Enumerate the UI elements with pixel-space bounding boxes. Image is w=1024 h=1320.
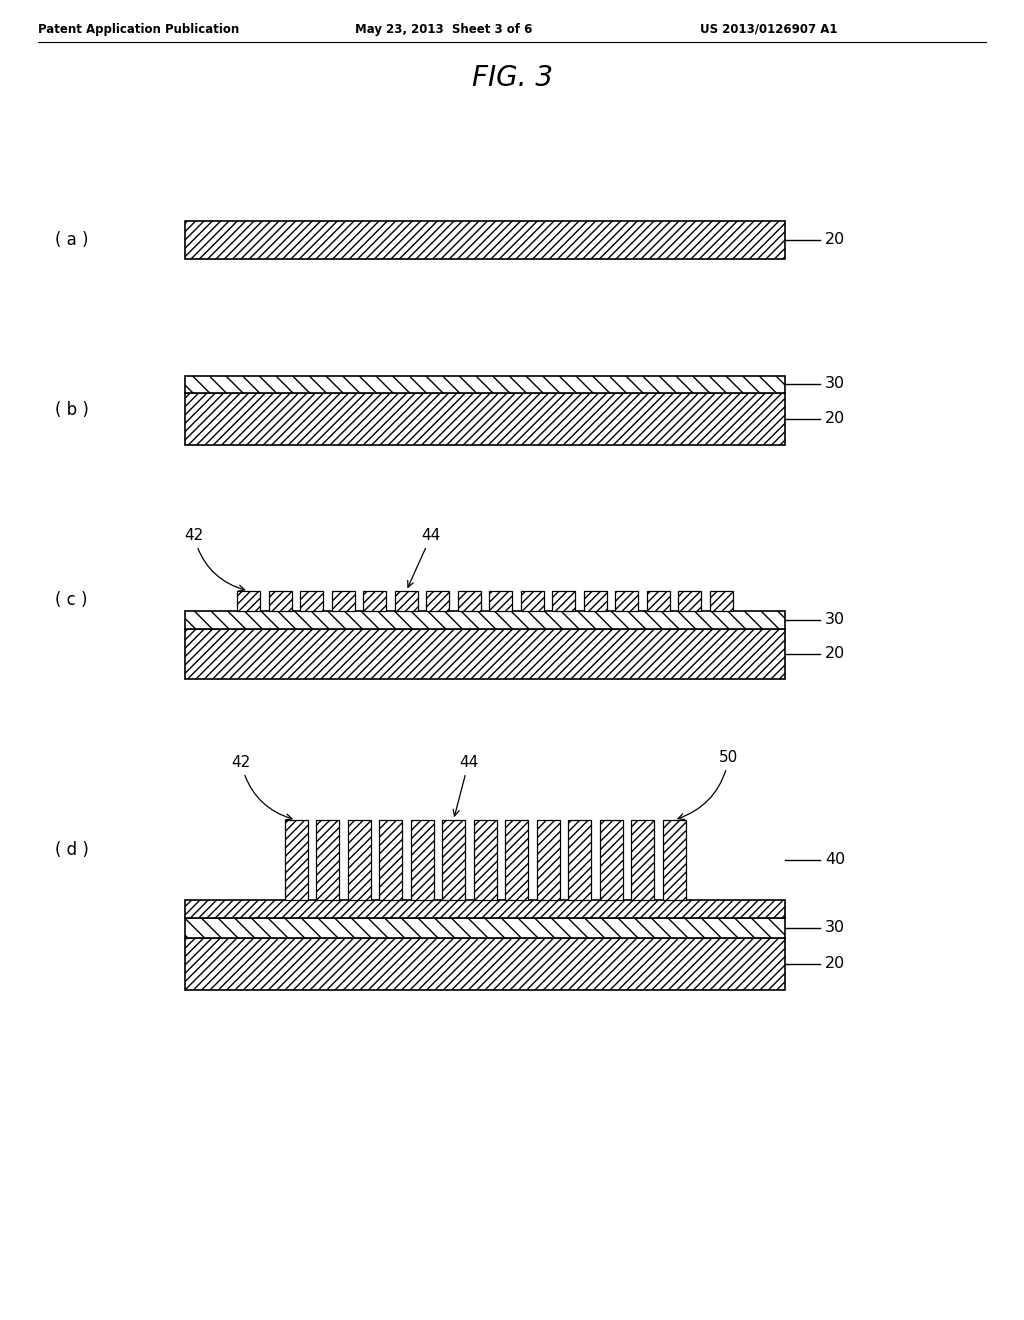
Text: 40: 40 xyxy=(825,853,845,867)
Text: 44: 44 xyxy=(408,528,441,587)
Bar xyxy=(584,591,607,611)
Text: ( d ): ( d ) xyxy=(55,841,89,859)
Bar xyxy=(568,820,591,900)
Text: 44: 44 xyxy=(454,755,478,816)
Text: 30: 30 xyxy=(825,612,845,627)
Bar xyxy=(537,820,559,900)
Text: US 2013/0126907 A1: US 2013/0126907 A1 xyxy=(700,22,838,36)
Bar xyxy=(394,591,418,611)
Bar xyxy=(185,392,785,445)
Bar xyxy=(552,591,575,611)
Text: 42: 42 xyxy=(184,528,245,591)
Text: 20: 20 xyxy=(825,232,845,248)
Bar xyxy=(185,900,785,917)
Bar xyxy=(185,939,785,990)
Bar xyxy=(663,820,685,900)
Text: 30: 30 xyxy=(825,376,845,392)
Bar xyxy=(521,591,544,611)
Bar xyxy=(678,591,701,611)
Bar xyxy=(458,591,480,611)
Bar xyxy=(285,820,307,900)
Text: 20: 20 xyxy=(825,957,845,972)
Bar xyxy=(185,611,785,630)
Bar xyxy=(185,220,785,259)
Bar xyxy=(710,591,733,611)
Bar xyxy=(599,820,623,900)
Bar xyxy=(347,820,371,900)
Text: 50: 50 xyxy=(678,750,738,820)
Bar xyxy=(411,820,433,900)
Text: 20: 20 xyxy=(825,647,845,661)
Bar xyxy=(647,591,670,611)
Text: 30: 30 xyxy=(825,920,845,936)
Bar xyxy=(505,820,528,900)
Bar xyxy=(489,591,512,611)
Text: FIG. 3: FIG. 3 xyxy=(471,63,553,92)
Text: May 23, 2013  Sheet 3 of 6: May 23, 2013 Sheet 3 of 6 xyxy=(355,22,532,36)
Bar xyxy=(473,820,497,900)
Text: ( b ): ( b ) xyxy=(55,401,89,418)
Bar xyxy=(364,591,386,611)
Bar xyxy=(631,820,654,900)
Bar xyxy=(332,591,354,611)
Bar xyxy=(238,591,260,611)
Bar xyxy=(185,630,785,678)
Bar xyxy=(316,820,339,900)
Bar xyxy=(185,917,785,939)
Text: ( a ): ( a ) xyxy=(55,231,88,249)
Text: 20: 20 xyxy=(825,411,845,426)
Text: 42: 42 xyxy=(231,755,292,820)
Bar xyxy=(300,591,324,611)
Text: ( c ): ( c ) xyxy=(55,591,87,609)
Bar xyxy=(442,820,465,900)
Bar xyxy=(185,375,785,392)
Bar xyxy=(615,591,638,611)
Text: Patent Application Publication: Patent Application Publication xyxy=(38,22,240,36)
Bar xyxy=(379,820,402,900)
Bar xyxy=(426,591,450,611)
Bar xyxy=(268,591,292,611)
